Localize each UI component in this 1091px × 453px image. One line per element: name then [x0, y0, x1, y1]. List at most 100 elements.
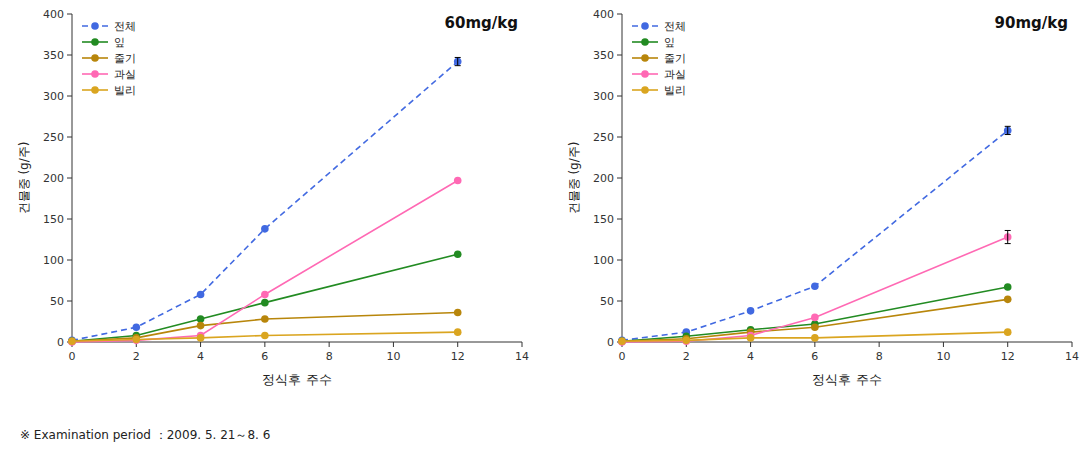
- legend-label: 잎: [114, 36, 125, 49]
- point: [811, 323, 819, 331]
- series-line: [72, 62, 458, 341]
- legend: 전체잎줄기과실빌리: [82, 20, 136, 97]
- legend-swatch-marker: [91, 54, 99, 62]
- point: [747, 334, 755, 342]
- x-tick-label: 8: [326, 350, 333, 363]
- x-tick-label: 10: [386, 350, 400, 363]
- y-tick-label: 50: [50, 295, 64, 308]
- x-tick-label: 12: [1001, 350, 1015, 363]
- y-tick-label: 350: [593, 49, 614, 62]
- caption: ※ Examination period ：2009. 5. 21～8. 6: [20, 428, 270, 442]
- legend-label: 전체: [114, 20, 136, 33]
- y-tick-label: 100: [593, 254, 614, 267]
- point: [132, 336, 140, 344]
- y-tick: [67, 301, 72, 302]
- y-tick: [67, 55, 72, 56]
- point: [811, 314, 819, 322]
- error-cap: [1005, 230, 1011, 231]
- y-tick: [67, 14, 72, 15]
- error-cap: [1005, 243, 1011, 244]
- y-tick-label: 250: [593, 131, 614, 144]
- panel-label: 90mg/kg: [995, 14, 1068, 32]
- x-axis-label: 정식후 주수: [812, 372, 881, 387]
- series-line: [72, 332, 458, 341]
- error-bar: [1005, 230, 1011, 243]
- x-tick: [1007, 342, 1008, 347]
- panel-label: 60mg/kg: [445, 14, 518, 32]
- y-tick: [67, 219, 72, 220]
- y-tick-label: 300: [43, 90, 64, 103]
- legend-label: 전체: [664, 20, 686, 33]
- x-tick: [522, 342, 523, 347]
- x-tick: [457, 342, 458, 347]
- x-tick-label: 14: [515, 350, 529, 363]
- y-tick-label: 200: [593, 172, 614, 185]
- point: [261, 225, 269, 233]
- point: [68, 337, 76, 345]
- point: [197, 315, 205, 323]
- x-tick-label: 8: [876, 350, 883, 363]
- y-tick-label: 350: [43, 49, 64, 62]
- figure: 02468101214050100150200250300350400정식후 주…: [0, 0, 1091, 453]
- point: [261, 299, 269, 307]
- legend-swatch-marker: [91, 38, 99, 46]
- y-axis-label: 건물중 (g/주): [567, 142, 581, 215]
- point: [682, 337, 690, 345]
- legend-label: 과실: [114, 68, 136, 81]
- point: [132, 323, 140, 331]
- point: [618, 338, 626, 346]
- y-tick-label: 150: [593, 213, 614, 226]
- legend-label: 잎: [664, 36, 675, 49]
- error-bar: [455, 57, 461, 65]
- legend-swatch-marker: [641, 86, 649, 94]
- legend-swatch-marker: [641, 22, 649, 30]
- y-tick: [617, 219, 622, 220]
- y-tick-label: 0: [57, 336, 64, 349]
- y-tick-label: 300: [593, 90, 614, 103]
- x-tick: [943, 342, 944, 347]
- point: [1004, 328, 1012, 336]
- point: [197, 334, 205, 342]
- legend-label: 줄기: [664, 52, 686, 65]
- point: [68, 337, 76, 345]
- y-tick: [617, 55, 622, 56]
- x-tick-label: 4: [747, 350, 754, 363]
- x-tick-label: 4: [197, 350, 204, 363]
- x-tick-label: 6: [811, 350, 818, 363]
- panel: 02468101214050100150200250300350400정식후 주…: [567, 8, 1079, 387]
- error-bar: [1005, 126, 1011, 134]
- error-cap: [1005, 134, 1011, 135]
- x-tick-label: 12: [451, 350, 465, 363]
- legend-label: 빌리: [664, 84, 686, 97]
- series-line: [622, 287, 1008, 341]
- error-stem: [457, 57, 458, 65]
- x-tick: [200, 342, 201, 347]
- x-axis-label: 정식후 주수: [262, 372, 331, 387]
- point: [454, 58, 462, 66]
- y-tick: [617, 178, 622, 179]
- y-tick: [67, 137, 72, 138]
- x-tick-label: 14: [1065, 350, 1079, 363]
- point: [261, 315, 269, 323]
- x-tick: [264, 342, 265, 347]
- series-line: [622, 332, 1008, 341]
- y-tick: [67, 260, 72, 261]
- point: [68, 338, 76, 346]
- legend-label: 줄기: [114, 52, 136, 65]
- point: [454, 309, 462, 317]
- x-tick-label: 6: [261, 350, 268, 363]
- y-tick-label: 200: [43, 172, 64, 185]
- point: [1004, 127, 1012, 135]
- y-tick: [617, 260, 622, 261]
- legend-swatch-marker: [91, 70, 99, 78]
- x-tick-label: 2: [133, 350, 140, 363]
- point: [68, 337, 76, 345]
- x-tick-label: 10: [936, 350, 950, 363]
- error-stem: [1007, 230, 1008, 243]
- point: [68, 337, 76, 345]
- legend-swatch-marker: [641, 70, 649, 78]
- series-line: [622, 237, 1008, 342]
- point: [454, 250, 462, 258]
- legend-swatch-marker: [91, 22, 99, 30]
- point: [682, 337, 690, 345]
